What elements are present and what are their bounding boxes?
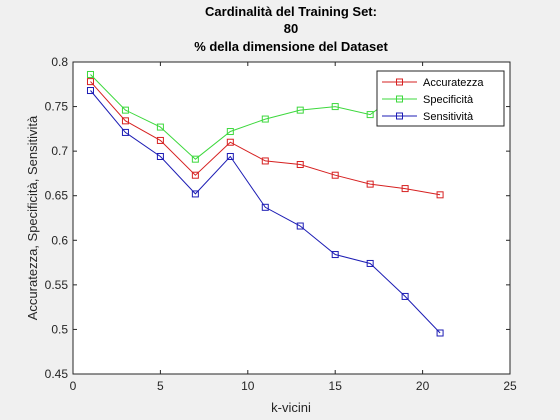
y-tick-label: 0.7: [51, 144, 68, 158]
y-tick-label: 0.45: [45, 367, 69, 381]
y-tick-label: 0.6: [51, 233, 68, 247]
y-tick-label: 0.75: [45, 100, 69, 114]
chart-title: Cardinalità del Training Set: 80 % della…: [194, 4, 388, 54]
y-tick-label: 0.8: [51, 55, 68, 69]
x-tick-label: 0: [70, 379, 77, 393]
x-tick-label: 25: [503, 379, 517, 393]
y-axis-label: Accuratezza, Specificità, Sensitività: [25, 115, 40, 320]
y-tick-label: 0.65: [45, 189, 69, 203]
y-tick-label: 0.55: [45, 278, 69, 292]
y-tick-label: 0.5: [51, 322, 68, 336]
x-axis-label: k-vicini: [271, 400, 311, 415]
x-tick-label: 20: [416, 379, 430, 393]
x-tick-label: 10: [241, 379, 255, 393]
title-line-1: Cardinalità del Training Set:: [205, 4, 377, 19]
legend[interactable]: Accuratezza Specificità Sensitività: [377, 71, 504, 126]
title-line-2: 80: [284, 21, 298, 36]
title-line-3: % della dimensione del Dataset: [194, 39, 388, 54]
x-tick-label: 5: [157, 379, 164, 393]
legend-label: Accuratezza: [423, 77, 484, 89]
legend-label: Sensitività: [423, 111, 474, 123]
legend-label: Specificità: [423, 94, 474, 106]
x-tick-label: 15: [329, 379, 343, 393]
